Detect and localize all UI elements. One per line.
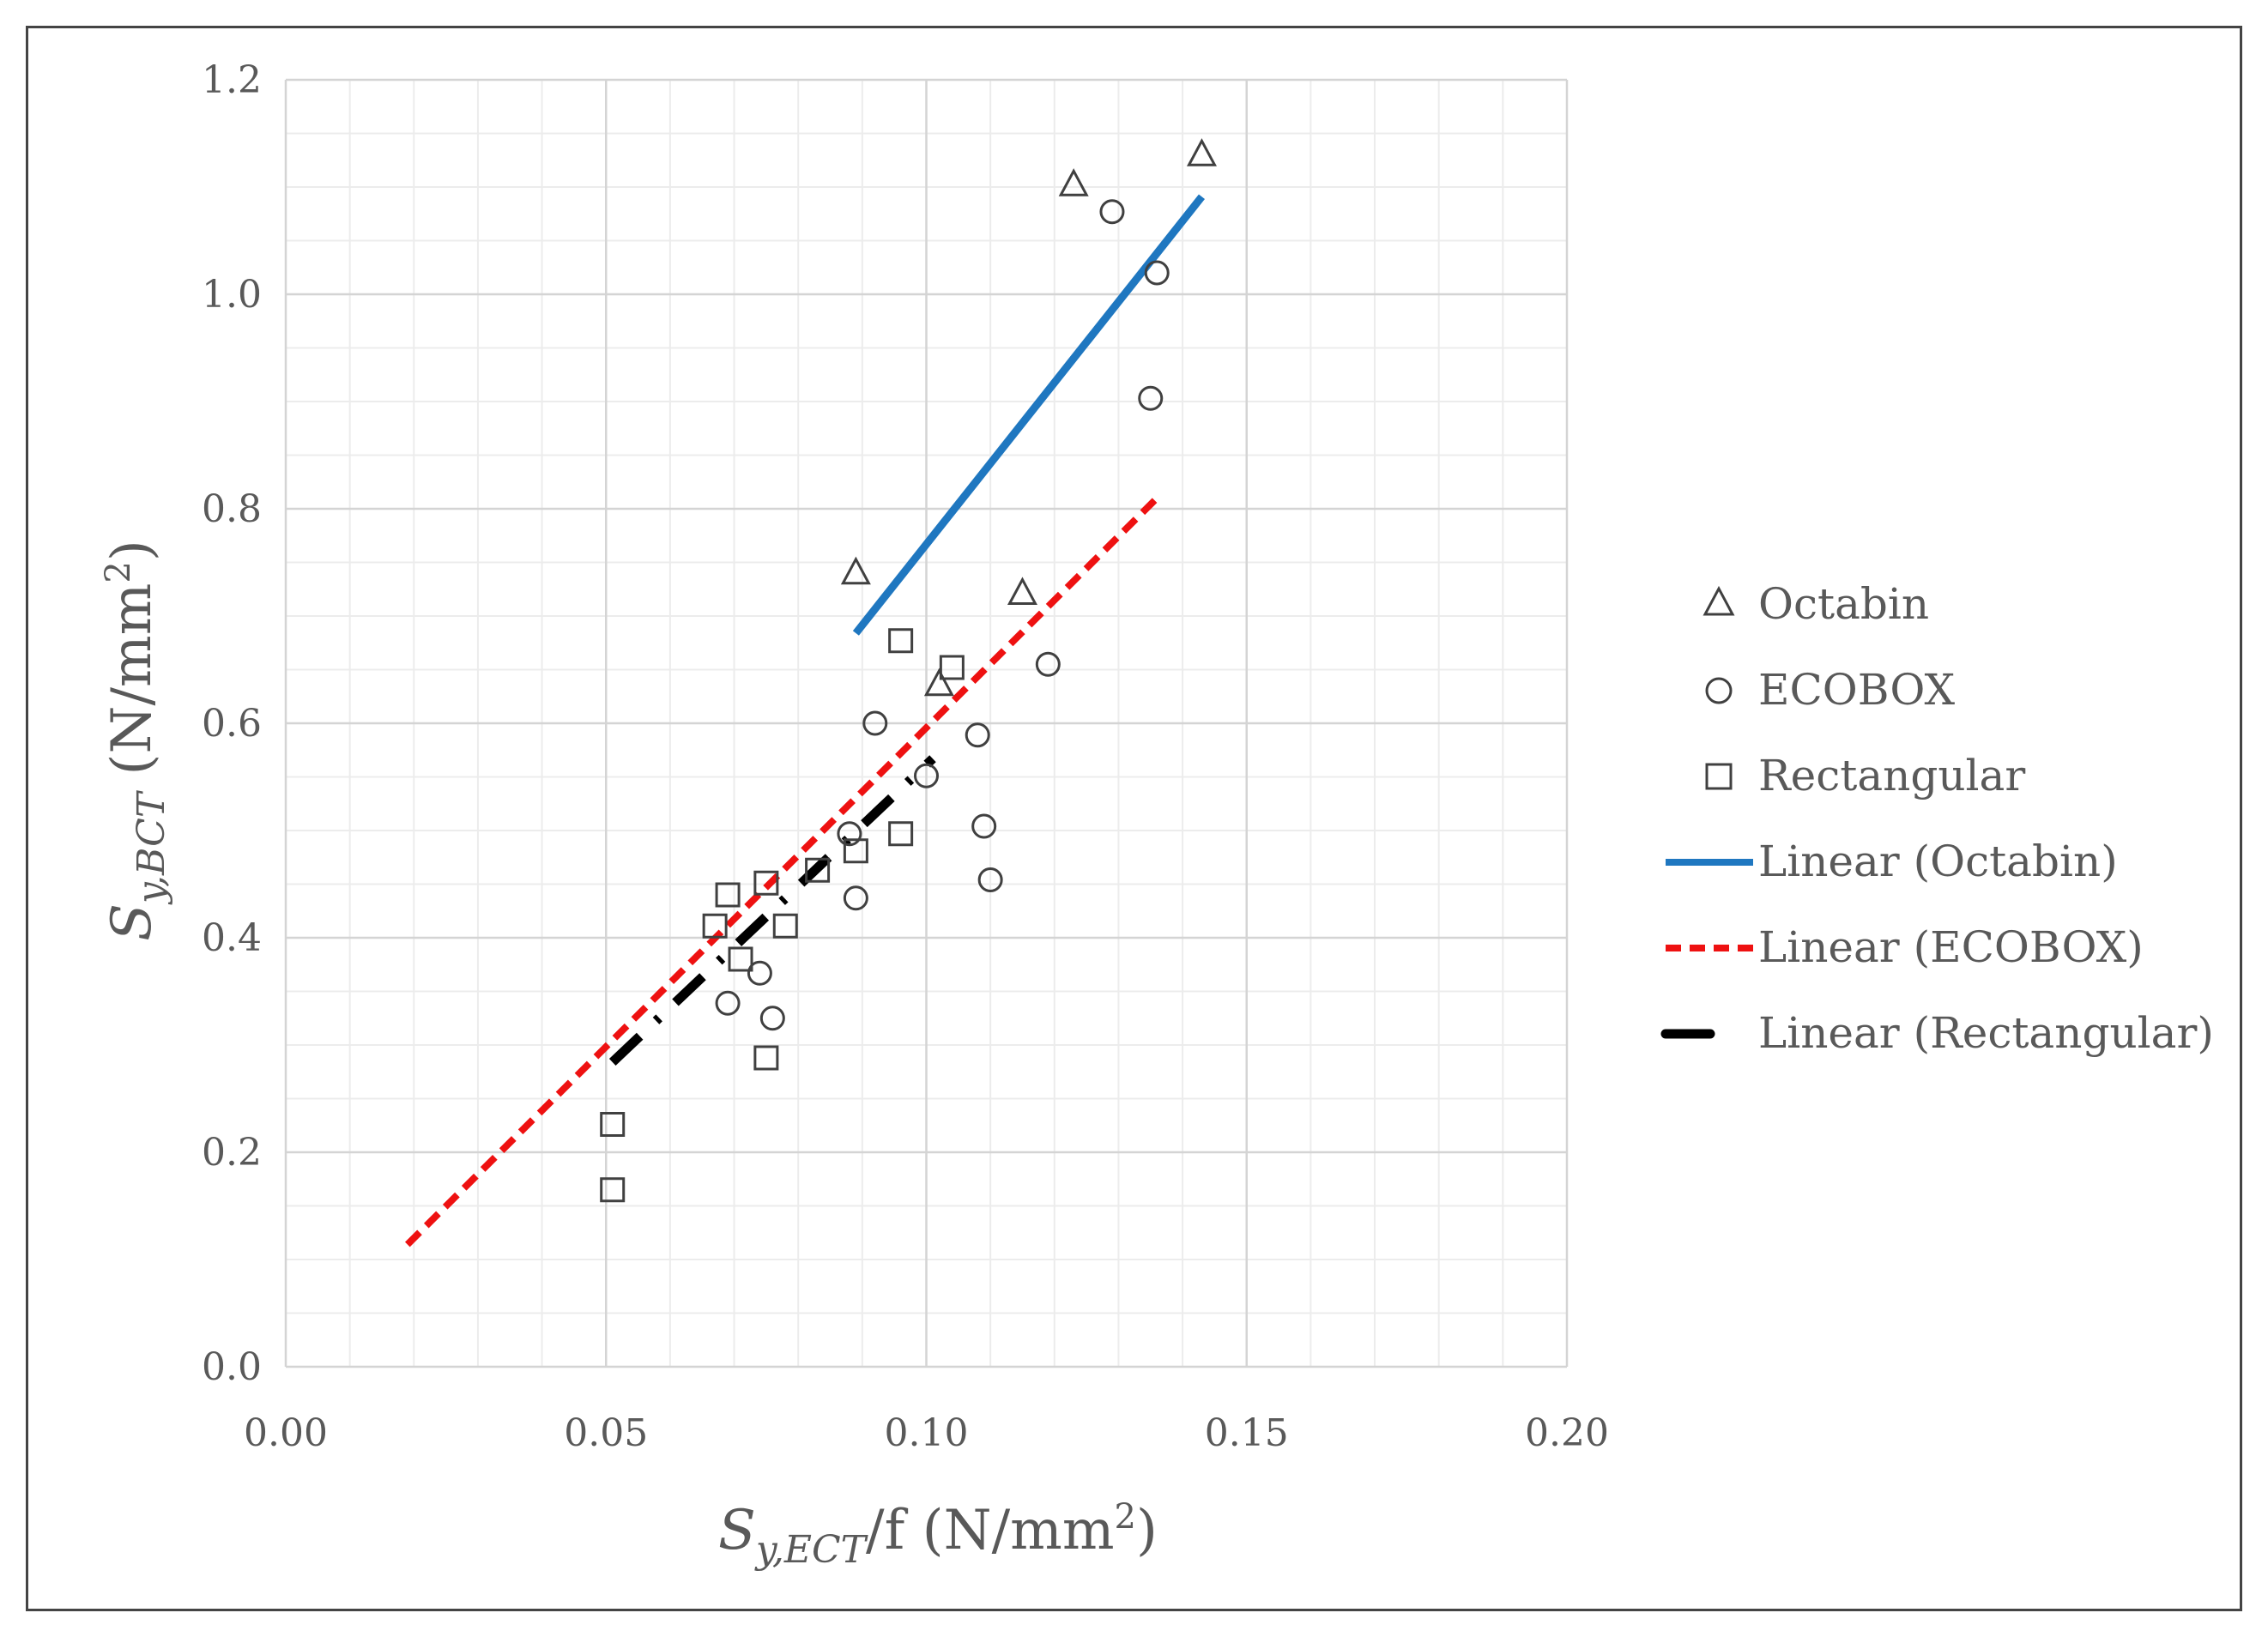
legend-item-ecobox: ECOBOX — [1705, 665, 1956, 715]
ecobox-point — [1099, 199, 1125, 225]
rectangular-point — [715, 882, 741, 908]
legend-label-octabin: Octabin — [1758, 579, 1929, 629]
legend-label-rectangular: Rectangular — [1758, 751, 2025, 800]
rectangular-point — [772, 913, 798, 939]
ecobox-point — [715, 990, 741, 1016]
rectangular-point — [702, 913, 728, 939]
ecobox-point — [759, 1006, 785, 1031]
ecobox-point — [1035, 651, 1061, 677]
y-tick-label: 1.0 — [202, 273, 262, 317]
ecobox-point — [837, 821, 862, 847]
ecobox-point — [977, 867, 1003, 892]
rectangular-point — [939, 655, 965, 680]
ecobox-point — [1144, 260, 1170, 286]
ecobox-point — [747, 960, 772, 986]
scatter-chart: 0.00 0.05 0.10 0.15 0.20 0.0 0.2 0.4 0.6 0.8 1.0 1… — [99, 58, 2214, 1572]
rectangular-point — [600, 1177, 626, 1203]
octabin-point — [923, 667, 954, 697]
legend-label-ecobox: ECOBOX — [1758, 665, 1956, 715]
y-tick-label: 0.6 — [202, 702, 262, 746]
x-tick-label: 0.00 — [244, 1411, 328, 1455]
rectangular-point — [600, 1112, 626, 1137]
rectangular-point — [805, 857, 831, 883]
trendline-rectangular — [608, 755, 936, 1066]
y-axis-tick-labels: 0.0 0.2 0.4 0.6 0.8 1.0 1.2 — [202, 58, 262, 1389]
rectangular-point — [888, 821, 914, 847]
y-tick-label: 0.8 — [202, 487, 262, 531]
figure-frame: 0.00 0.05 0.10 0.15 0.20 0.0 0.2 0.4 0.6 0.8 1.0 1… — [26, 26, 2242, 1611]
x-axis-tick-labels: 0.00 0.05 0.10 0.15 0.20 — [244, 1411, 1609, 1455]
legend-label-linear-octabin: Linear (Octabin) — [1758, 837, 2118, 886]
data-markers — [600, 138, 1218, 1203]
legend-item-rectangular: Rectangular — [1705, 751, 2025, 800]
rectangular-point — [843, 838, 868, 864]
y-tick-label: 0.0 — [202, 1345, 262, 1389]
octabin-point — [840, 556, 871, 585]
legend-item-octabin: Octabin — [1703, 579, 1929, 629]
legend-label-linear-ecobox: Linear (ECOBOX) — [1758, 922, 2144, 972]
rectangular-point — [753, 1045, 779, 1071]
trendline-ecobox — [405, 495, 1160, 1247]
octabin-point — [1007, 577, 1037, 605]
octabin-point — [1186, 138, 1218, 166]
octabin-point — [1058, 168, 1089, 196]
legend: Octabin ECOBOX Rectangular Linear (Octab… — [1660, 579, 2214, 1058]
rectangular-point — [753, 870, 779, 896]
ecobox-point — [1138, 385, 1164, 411]
trendline-octabin — [852, 194, 1206, 636]
y-tick-label: 1.2 — [202, 58, 262, 102]
legend-item-linear-rectangular: Linear (Rectangular) — [1660, 1008, 2214, 1058]
major-gridlines — [284, 78, 1569, 1368]
x-axis-title: Sy,ECT/f (N/mm2) — [718, 1497, 1158, 1572]
legend-circle-marker — [1705, 677, 1733, 704]
legend-item-linear-octabin: Linear (Octabin) — [1666, 837, 2118, 886]
x-tick-label: 0.05 — [564, 1411, 648, 1455]
legend-item-linear-ecobox: Linear (ECOBOX) — [1666, 922, 2144, 972]
ecobox-point — [965, 722, 990, 748]
x-tick-label: 0.15 — [1205, 1411, 1289, 1455]
legend-square-marker — [1705, 763, 1733, 790]
ecobox-point — [914, 763, 939, 788]
ecobox-point — [862, 710, 888, 736]
legend-label-linear-rectangular: Linear (Rectangular) — [1758, 1008, 2214, 1058]
rectangular-point — [888, 628, 914, 654]
trendlines — [405, 194, 1206, 1247]
legend-triangle-marker — [1703, 585, 1735, 616]
y-tick-label: 0.2 — [202, 1131, 262, 1175]
y-axis-title: Sy,BCT (N/mm2) — [99, 540, 173, 941]
y-tick-label: 0.4 — [202, 916, 262, 960]
ecobox-point — [843, 885, 868, 911]
rectangular-point — [728, 946, 753, 972]
x-tick-label: 0.20 — [1525, 1411, 1609, 1455]
ecobox-point — [971, 813, 997, 839]
x-tick-label: 0.10 — [885, 1411, 969, 1455]
